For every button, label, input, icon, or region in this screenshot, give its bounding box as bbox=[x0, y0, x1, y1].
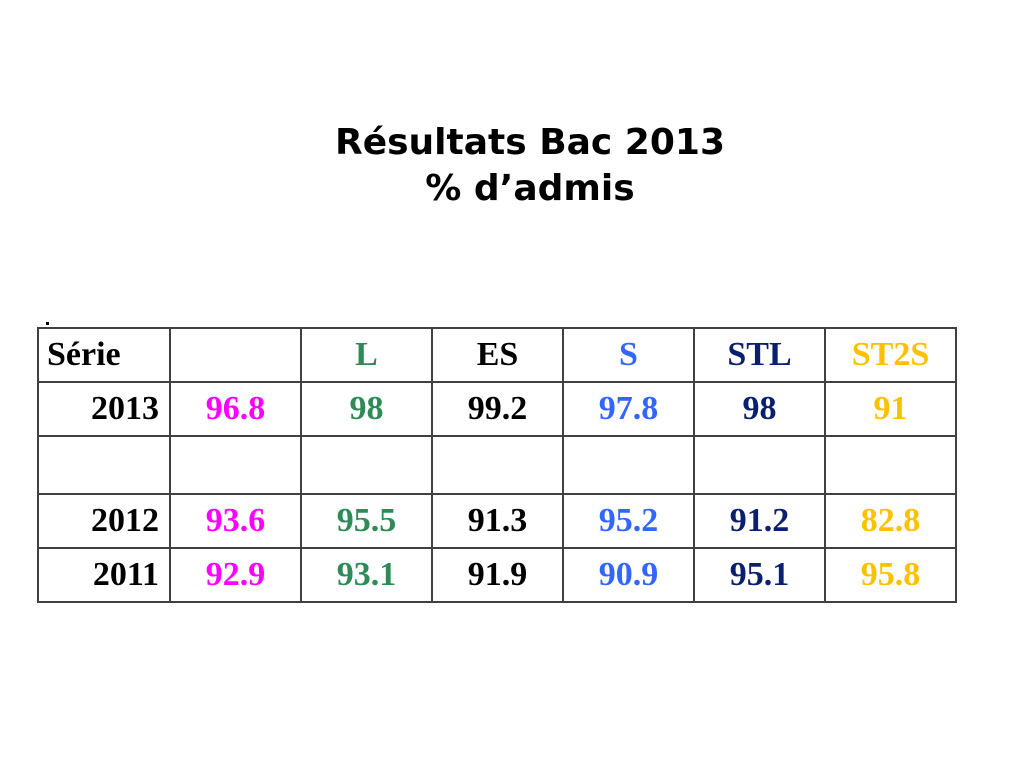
value-cell-stl: 91.2 bbox=[693, 493, 826, 549]
header-cell-st2s: ST2S bbox=[824, 327, 957, 383]
value-cell-es: 91.9 bbox=[431, 547, 564, 603]
value-cell-es: 91.3 bbox=[431, 493, 564, 549]
value-cell-overall bbox=[169, 435, 302, 495]
header-cell-serie: Série bbox=[37, 327, 171, 383]
value-cell-overall: 92.9 bbox=[169, 547, 302, 603]
header-cell-s: S bbox=[562, 327, 695, 383]
value-cell-st2s: 95.8 bbox=[824, 547, 957, 603]
value-cell-l: 93.1 bbox=[300, 547, 433, 603]
value-cell-overall: 93.6 bbox=[169, 493, 302, 549]
table-row-2013: 2013 96.8 98 99.2 97.8 98 91 bbox=[37, 381, 957, 437]
value-cell-st2s: 82.8 bbox=[824, 493, 957, 549]
value-cell-st2s: 91 bbox=[824, 381, 957, 437]
value-cell-st2s bbox=[824, 435, 957, 495]
title-line-2: % d’admis bbox=[425, 168, 635, 209]
value-cell-s: 90.9 bbox=[562, 547, 695, 603]
results-table: Série L ES S STL ST2S 2013 96.8 98 99.2 … bbox=[37, 327, 957, 603]
year-cell: 2012 bbox=[37, 493, 171, 549]
value-cell-stl bbox=[693, 435, 826, 495]
header-row: Série L ES S STL ST2S bbox=[37, 327, 957, 383]
value-cell-s: 97.8 bbox=[562, 381, 695, 437]
value-cell-stl: 95.1 bbox=[693, 547, 826, 603]
stray-dot bbox=[46, 322, 49, 325]
header-cell-stl: STL bbox=[693, 327, 826, 383]
title-line-1: Résultats Bac 2013 bbox=[334, 122, 725, 163]
value-cell-s bbox=[562, 435, 695, 495]
value-cell-s: 95.2 bbox=[562, 493, 695, 549]
header-cell-es: ES bbox=[431, 327, 564, 383]
value-cell-overall: 96.8 bbox=[169, 381, 302, 437]
slide-title: Résultats Bac 2013 % d’admis bbox=[0, 120, 1024, 212]
table-row-2011: 2011 92.9 93.1 91.9 90.9 95.1 95.8 bbox=[37, 547, 957, 603]
value-cell-es: 99.2 bbox=[431, 381, 564, 437]
year-cell bbox=[37, 435, 171, 495]
value-cell-l: 95.5 bbox=[300, 493, 433, 549]
value-cell-l: 98 bbox=[300, 381, 433, 437]
value-cell-stl: 98 bbox=[693, 381, 826, 437]
header-cell-l: L bbox=[300, 327, 433, 383]
table-row-empty bbox=[37, 435, 957, 495]
value-cell-l bbox=[300, 435, 433, 495]
table-row-2012: 2012 93.6 95.5 91.3 95.2 91.2 82.8 bbox=[37, 493, 957, 549]
header-cell-overall bbox=[169, 327, 302, 383]
value-cell-es bbox=[431, 435, 564, 495]
year-cell: 2011 bbox=[37, 547, 171, 603]
year-cell: 2013 bbox=[37, 381, 171, 437]
